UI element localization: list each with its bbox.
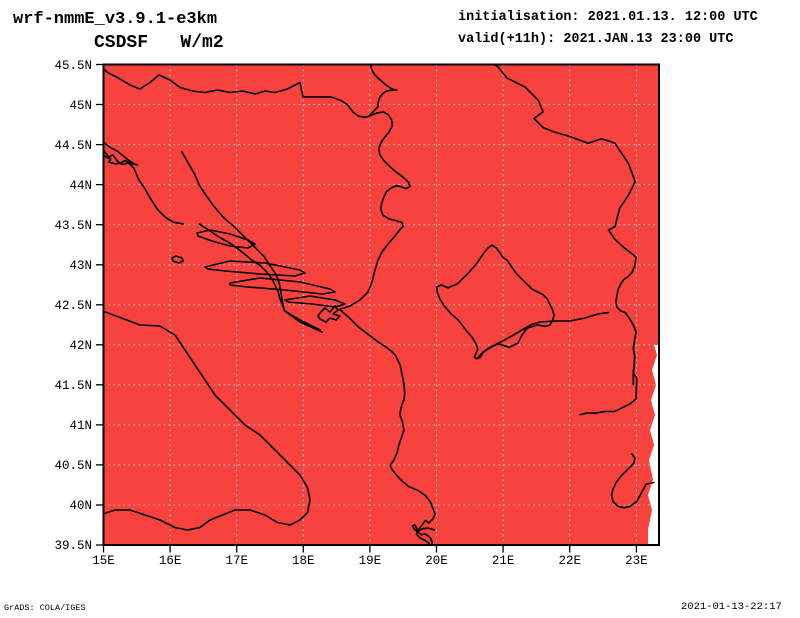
svg-text:16E: 16E — [159, 554, 182, 568]
svg-text:23E: 23E — [625, 554, 648, 568]
svg-text:44.5N: 44.5N — [54, 139, 92, 153]
svg-text:42N: 42N — [69, 339, 92, 353]
svg-text:45N: 45N — [69, 99, 92, 113]
svg-text:43N: 43N — [69, 259, 92, 273]
svg-text:44N: 44N — [69, 179, 92, 193]
svg-text:42.5N: 42.5N — [54, 299, 92, 313]
svg-text:17E: 17E — [225, 554, 248, 568]
svg-text:22E: 22E — [558, 554, 581, 568]
svg-text:21E: 21E — [492, 554, 515, 568]
svg-text:45.5N: 45.5N — [54, 59, 92, 73]
svg-text:39.5N: 39.5N — [54, 539, 92, 553]
svg-text:15E: 15E — [92, 554, 115, 568]
svg-text:40N: 40N — [69, 499, 92, 513]
svg-text:20E: 20E — [425, 554, 448, 568]
svg-text:41N: 41N — [69, 419, 92, 433]
svg-text:18E: 18E — [292, 554, 315, 568]
svg-text:41.5N: 41.5N — [54, 379, 92, 393]
svg-text:19E: 19E — [359, 554, 382, 568]
svg-text:40.5N: 40.5N — [54, 459, 92, 473]
svg-text:43.5N: 43.5N — [54, 219, 92, 233]
